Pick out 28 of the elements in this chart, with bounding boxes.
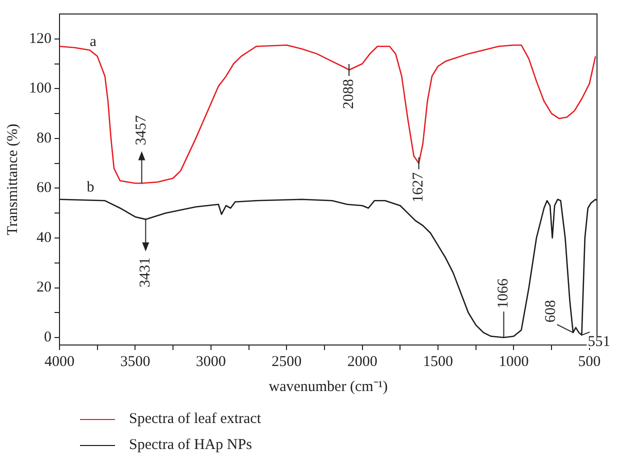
y-tick-label: 80 [36, 130, 52, 146]
x-tick-label: 500 [578, 354, 601, 370]
y-tick-label: 0 [44, 329, 52, 346]
y-tick-label: 100 [29, 80, 52, 97]
annotation: 551 [588, 334, 610, 350]
annotation: 3431 [138, 257, 154, 288]
y-tick-label: 20 [36, 280, 52, 296]
legend-label: Spectra of leaf extract [129, 410, 262, 428]
annotation: 1066 [496, 278, 512, 309]
x-tick-label: 3500 [120, 354, 150, 370]
legend-label: Spectra of HAp NPs [129, 436, 252, 454]
x-tick-label: 4000 [44, 354, 74, 370]
annotation: 2088 [340, 78, 357, 109]
x-tick-label: 1000 [498, 354, 529, 370]
annotation: b [86, 180, 94, 196]
x-tick-label: 1500 [423, 354, 454, 370]
annotation: a [90, 34, 97, 50]
y-tick-label: 120 [29, 30, 52, 47]
annotation: 1627 [410, 172, 427, 202]
y-axis-title: Transmittance (%) [4, 124, 21, 236]
x-tick-label: 3000 [196, 354, 226, 370]
y-tick-label: 60 [36, 180, 52, 196]
x-tick-label: 2500 [272, 354, 302, 370]
annotation: 608 [543, 300, 560, 323]
annotation: 3457 [134, 114, 150, 146]
y-tick-label: 40 [36, 230, 52, 246]
x-tick-label: 2000 [347, 354, 378, 370]
x-axis-title: wavenumber (cm⁻¹) [268, 378, 388, 395]
